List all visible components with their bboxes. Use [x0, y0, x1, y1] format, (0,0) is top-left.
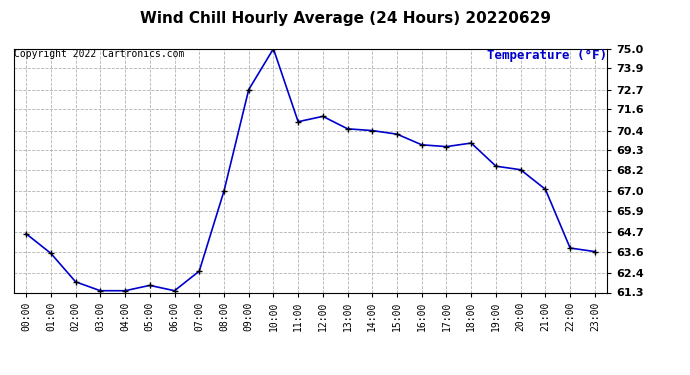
Text: Temperature (°F): Temperature (°F): [487, 49, 607, 62]
Text: Copyright 2022 Cartronics.com: Copyright 2022 Cartronics.com: [14, 49, 184, 59]
Text: Wind Chill Hourly Average (24 Hours) 20220629: Wind Chill Hourly Average (24 Hours) 202…: [139, 11, 551, 26]
